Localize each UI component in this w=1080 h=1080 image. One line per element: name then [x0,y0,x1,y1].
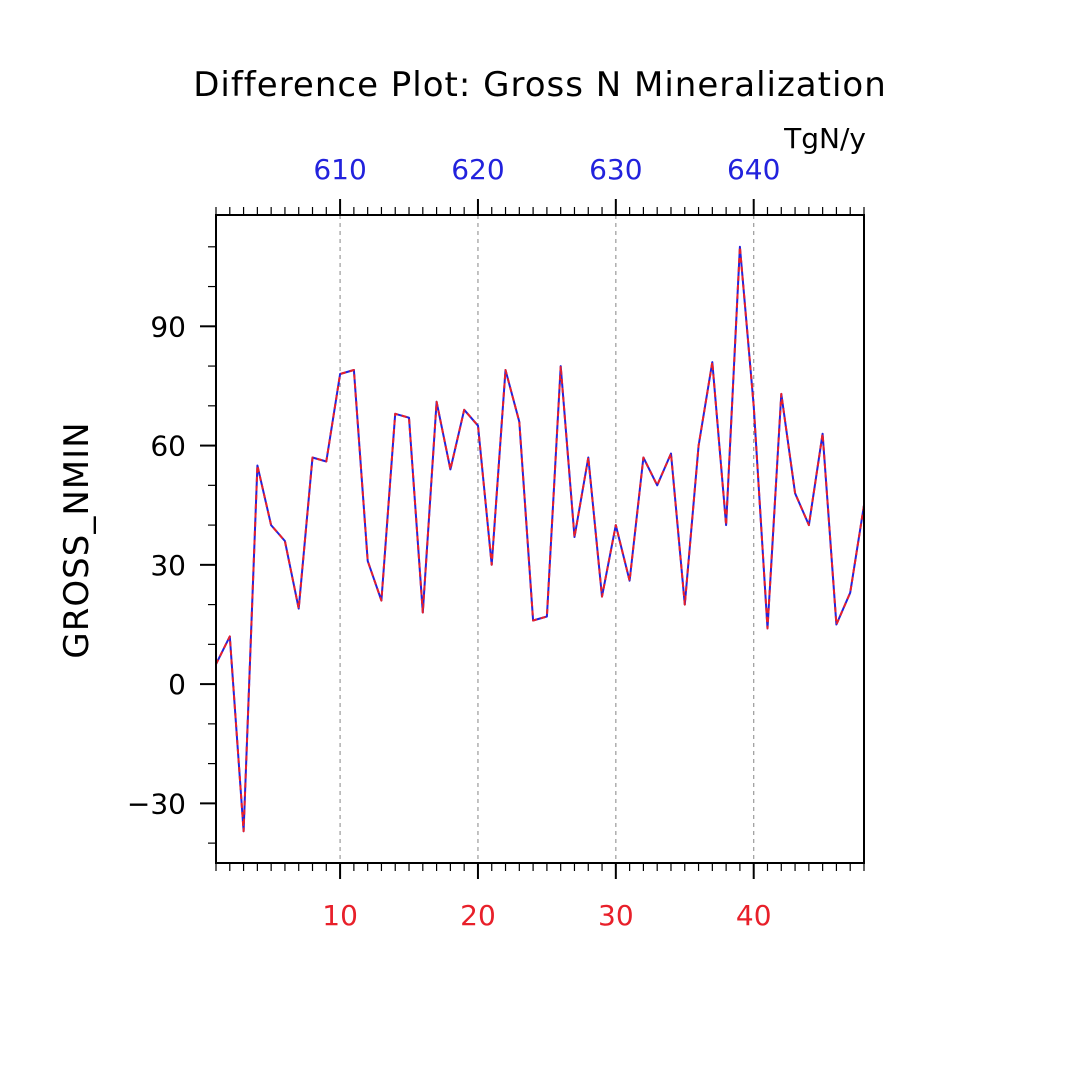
x-tick-label-top: 630 [589,153,642,186]
y-tick-label: 90 [150,310,186,343]
y-tick-label: 0 [168,668,186,701]
series-line-2 [215,245,865,833]
grid-lines [339,215,755,863]
x-tick-label-bottom: 20 [460,899,496,932]
x-tick-label-bottom: 40 [736,899,772,932]
chart-title: Difference Plot: Gross N Mineralization [193,65,887,105]
axes [200,199,865,879]
y-tick-label: 30 [150,549,186,582]
y-tick-label: 60 [150,430,186,463]
x-tick-label-top: 640 [727,153,780,186]
x-tick-label-bottom: 30 [598,899,634,932]
plot-frame [215,214,865,864]
x-tick-label-bottom: 10 [322,899,358,932]
top-axis-units: TgN/y [783,122,866,155]
y-axis-label: GROSS_NMIN [57,421,97,658]
tick-labels: 10 20 30 40 610 620 630 640 −30 0 30 60 90 [127,153,781,932]
x-tick-label-top: 620 [451,153,504,186]
series-lines [215,245,865,833]
y-tick-label: −30 [127,787,186,820]
series-line-1 [215,245,865,833]
x-tick-label-top: 610 [313,153,366,186]
